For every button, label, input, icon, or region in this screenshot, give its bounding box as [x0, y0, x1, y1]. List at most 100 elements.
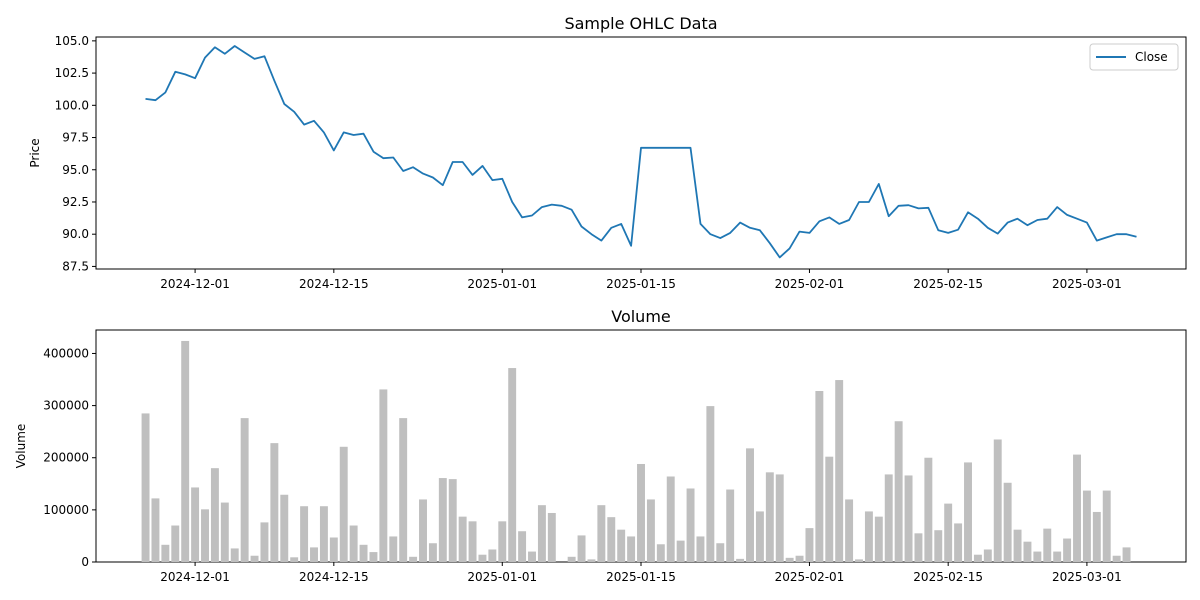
volume-y-tick-label: 0 [81, 555, 89, 569]
volume-bar [864, 511, 873, 562]
volume-y-tick-label: 200000 [43, 451, 89, 465]
price-x-tick-label: 2025-02-15 [913, 277, 983, 291]
volume-y-ticks: 0 100000 200000 300000 400000 [43, 346, 96, 569]
price-y-tick-label: 87.5 [62, 259, 89, 273]
volume-x-tick-label: 2025-01-01 [467, 570, 537, 584]
price-y-tick-label: 90.0 [62, 227, 89, 241]
volume-bar [835, 380, 844, 562]
volume-bar [171, 525, 180, 562]
volume-bar [1063, 538, 1072, 562]
volume-bar [1033, 551, 1042, 562]
volume-bar [1073, 454, 1081, 562]
price-y-tick-label: 95.0 [62, 163, 89, 177]
volume-bar [428, 543, 437, 562]
price-x-tick-label: 2025-03-01 [1052, 277, 1122, 291]
volume-bar [468, 521, 477, 562]
volume-bar [518, 531, 527, 562]
volume-bar [746, 448, 754, 562]
price-y-tick-label: 97.5 [62, 131, 89, 145]
volume-bar [1053, 551, 1062, 562]
volume-bar [399, 418, 408, 562]
volume-bar [617, 529, 626, 562]
volume-chart-title: Volume [611, 307, 671, 326]
legend-box [1089, 43, 1179, 71]
volume-bar [161, 544, 170, 562]
volume-bar [1122, 547, 1131, 562]
volume-bar [676, 540, 685, 562]
volume-x-tick-label: 2025-01-15 [606, 570, 676, 584]
volume-bar [260, 522, 269, 562]
volume-bar [993, 439, 1002, 562]
price-y-tick-label: 100.0 [55, 98, 89, 112]
volume-bar [359, 544, 368, 562]
volume-bar [914, 533, 923, 562]
volume-bar [884, 474, 893, 562]
price-y-tick-label: 102.5 [55, 66, 89, 80]
volume-bar [478, 554, 487, 562]
volume-bar [1112, 555, 1121, 562]
price-y-tick-label: 105.0 [55, 34, 89, 48]
volume-bar [736, 558, 745, 562]
volume-bar [1043, 528, 1052, 562]
close-price-line [145, 45, 1137, 259]
volume-bar [250, 555, 259, 562]
volume-bar [438, 478, 447, 562]
price-x-ticks: 2024-12-01 2024-12-15 2025-01-01 2025-01-15… [160, 269, 1122, 291]
volume-bar [577, 535, 586, 562]
volume-bar [973, 554, 982, 562]
volume-bar [458, 516, 467, 562]
volume-bar [755, 511, 764, 562]
volume-bar [924, 457, 933, 562]
volume-bar [795, 555, 804, 562]
volume-bar [805, 528, 814, 562]
volume-bar [240, 418, 249, 562]
volume-bar [855, 559, 863, 562]
volume-bar [944, 503, 953, 562]
volume-y-tick-label: 100000 [43, 503, 89, 517]
volume-bar [775, 474, 784, 562]
volume-y-tick-label: 300000 [43, 399, 89, 413]
volume-bar [726, 489, 735, 562]
volume-bar [1023, 541, 1032, 562]
price-chart-title: Sample OHLC Data [564, 14, 717, 33]
legend-entry-close: Close [1135, 50, 1168, 64]
volume-bar [498, 521, 507, 562]
volume-bar [637, 463, 645, 562]
volume-bars [141, 340, 1131, 562]
volume-bar [934, 530, 943, 562]
volume-bar [547, 512, 556, 562]
volume-bar [587, 559, 596, 562]
volume-bar [488, 549, 497, 562]
volume-bar [419, 499, 427, 562]
volume-bar [201, 509, 209, 562]
volume-bar [270, 443, 279, 562]
volume-bar [597, 505, 606, 562]
volume-bar [409, 556, 418, 562]
volume-bar [686, 488, 695, 562]
volume-bar [389, 536, 398, 562]
price-x-tick-label: 2024-12-15 [299, 277, 369, 291]
volume-y-tick-label: 400000 [43, 346, 89, 360]
volume-bar [904, 475, 913, 562]
price-panel: Sample OHLC Data Price 87.5 90.0 92.5 95.0 9… [28, 14, 1187, 291]
volume-x-tick-label: 2025-02-15 [913, 570, 983, 584]
price-x-tick-label: 2025-01-01 [467, 277, 537, 291]
volume-x-tick-label: 2024-12-15 [299, 570, 369, 584]
volume-panel: Volume Volume 0100000200000300000400000 … [14, 307, 1187, 584]
volume-bar [874, 516, 883, 562]
volume-x-tick-label: 2025-02-01 [775, 570, 845, 584]
volume-bar [210, 468, 219, 562]
volume-bar [785, 557, 794, 562]
volume-bar [983, 549, 992, 562]
volume-bar [646, 499, 655, 562]
volume-bar [696, 536, 705, 562]
volume-bar [666, 476, 675, 562]
volume-bar [280, 494, 289, 562]
volume-bar [310, 547, 318, 562]
volume-bar [1102, 490, 1111, 562]
volume-x-ticks: 2024-12-01 2024-12-15 2025-01-01 2025-01-15… [160, 562, 1122, 584]
volume-bar [508, 368, 517, 562]
volume-bar [141, 413, 150, 562]
volume-bar [627, 536, 636, 562]
